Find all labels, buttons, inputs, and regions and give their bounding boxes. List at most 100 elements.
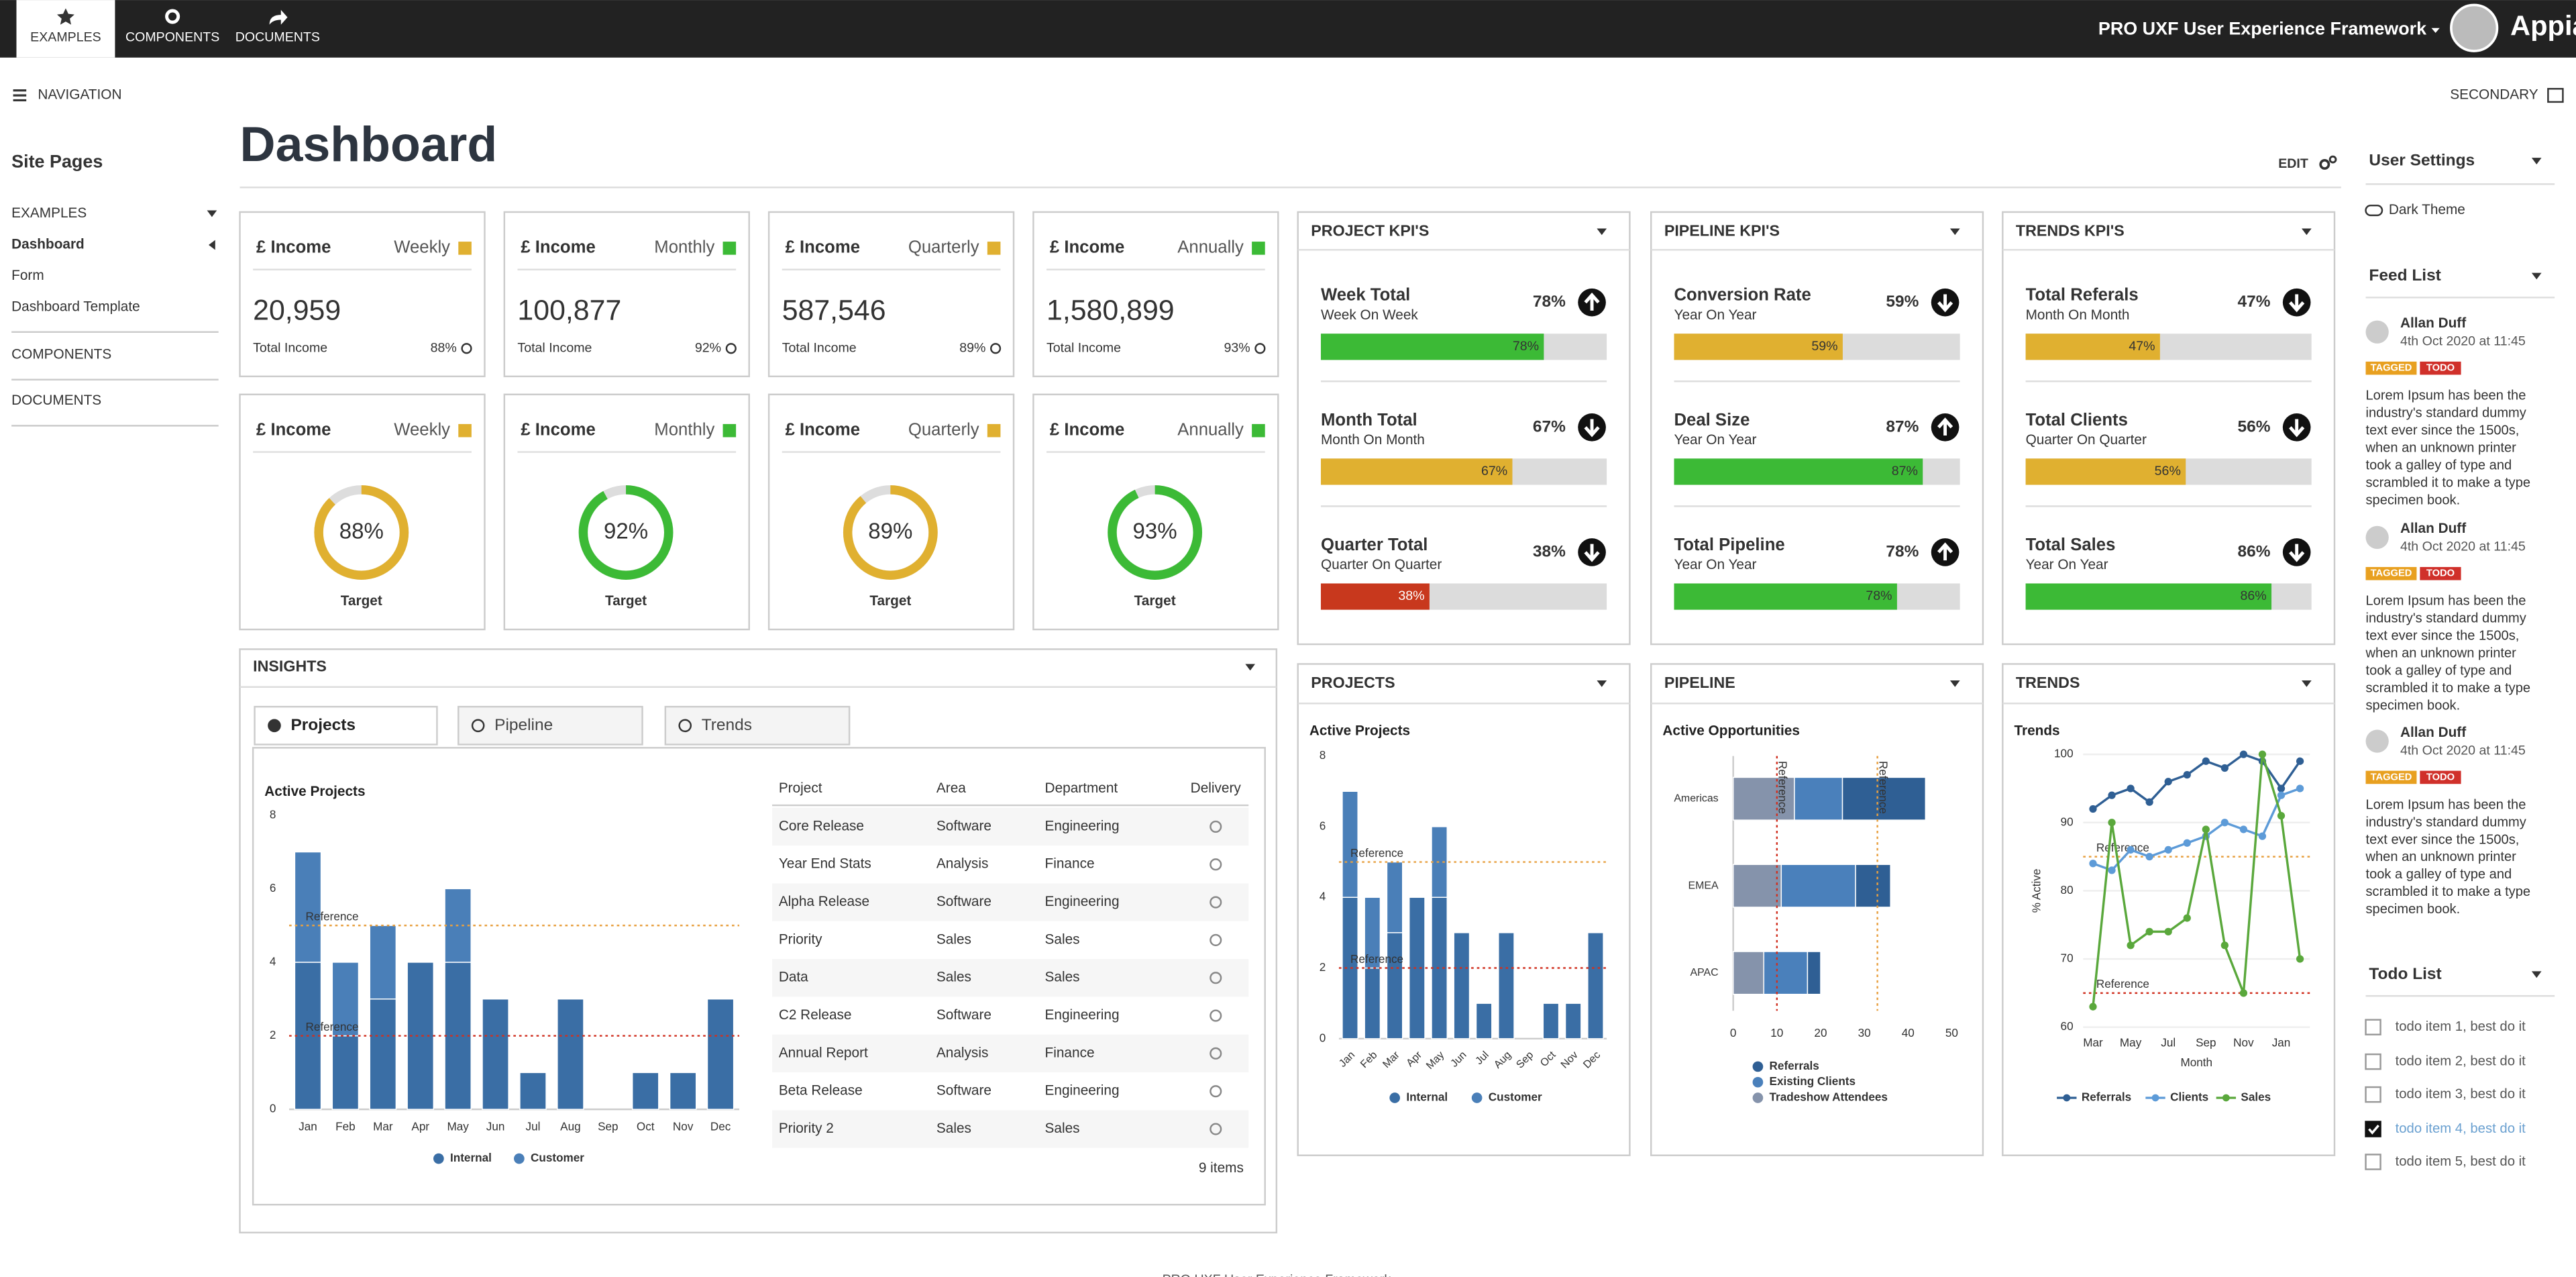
toggle-label[interactable]: Dark Theme [2389, 202, 2465, 217]
caret[interactable] [2531, 272, 2542, 280]
nav-item[interactable]: Dashboard [11, 236, 85, 252]
table-cell: Year End Stats [779, 856, 871, 872]
feed-author: Allan Duff [2400, 521, 2466, 536]
x-tick-label: Apr [411, 1120, 429, 1133]
navigation-toggle[interactable]: NAVIGATION [38, 87, 121, 103]
todo-item[interactable]: todo item 4, best do it [2396, 1121, 2526, 1136]
series-point [2089, 805, 2097, 813]
top-tab[interactable]: COMPONENTS [125, 30, 219, 45]
legend-swatch [1752, 1092, 1764, 1103]
bar [1587, 932, 1604, 1039]
toggle[interactable] [2365, 204, 2383, 217]
caret[interactable] [1245, 664, 1256, 671]
caret[interactable] [1949, 228, 1960, 236]
series-point [2296, 784, 2304, 793]
todo-item[interactable]: todo item 2, best do it [2396, 1054, 2526, 1068]
table-cell: Alpha Release [779, 894, 869, 909]
caret[interactable] [209, 240, 215, 250]
kpi-subtitle: Year On Year [2026, 557, 2108, 572]
chart-panel [2002, 663, 2336, 1156]
y-tick-label: 60 [2061, 1019, 2074, 1033]
trend-arrow [2289, 419, 2305, 438]
x-tick-label: Jul [2161, 1036, 2176, 1050]
secondary-toggle[interactable]: SECONDARY [2450, 87, 2538, 103]
y-tick-label: 8 [270, 807, 276, 821]
tile-period: Quarterly [908, 238, 979, 257]
caret[interactable] [207, 210, 217, 217]
feed-text: scrambled it to make a type [2366, 475, 2531, 490]
todo-item[interactable]: todo item 1, best do it [2396, 1019, 2526, 1034]
y-tick-label: 4 [1320, 890, 1326, 903]
tag [2420, 361, 2461, 375]
y-tick-label: 8 [1320, 748, 1326, 762]
bar [482, 999, 509, 1110]
insight-tab[interactable]: Projects [290, 716, 356, 734]
chart-panel [1650, 663, 1984, 1156]
tile-label: £ Income [786, 238, 860, 257]
checkbox[interactable] [2365, 1154, 2381, 1170]
tab-icon [268, 719, 281, 733]
kpi-bar [2025, 583, 2272, 610]
tile-label: £ Income [1050, 238, 1124, 257]
delivery-icon [1210, 933, 1222, 946]
caret[interactable] [1597, 228, 1607, 236]
kpi-name: Deal Size [1674, 411, 1750, 429]
todo-item[interactable]: todo item 5, best do it [2396, 1154, 2526, 1169]
nav-item[interactable]: COMPONENTS [11, 347, 111, 362]
table-cell: Software [936, 894, 991, 909]
caret[interactable] [2302, 228, 2312, 236]
bar [369, 925, 397, 1000]
todo-item[interactable]: todo item 3, best do it [2396, 1086, 2526, 1101]
avatar[interactable] [2450, 3, 2499, 52]
y-tick-label: EMEA [1688, 880, 1719, 891]
delivery-icon [1210, 858, 1222, 871]
tile-label: £ Income [1050, 421, 1124, 440]
app-title[interactable]: PRO UXF User Experience Framework [2098, 18, 2426, 38]
checkbox[interactable] [2365, 1086, 2381, 1103]
caret[interactable] [1949, 680, 1960, 687]
table-cell: Sales [936, 931, 971, 947]
x-tick-label: Mar [2083, 1036, 2103, 1050]
caret[interactable] [2531, 158, 2542, 164]
tile-percent: 92% [695, 340, 721, 355]
top-tab[interactable]: EXAMPLES [30, 30, 101, 45]
kpi-panel [2002, 211, 2336, 646]
x-tick-label: Jun [486, 1120, 505, 1133]
checkbox[interactable] [2365, 1121, 2381, 1137]
kpi-bar [1320, 334, 1544, 360]
kpi-percent: 56% [2238, 417, 2271, 436]
bar [1408, 897, 1426, 1039]
table-cell: Data [779, 970, 808, 985]
nav-item[interactable]: Form [11, 268, 44, 283]
footer: PRO UXF User Experience Framework [1163, 1272, 1391, 1277]
checkbox[interactable] [2365, 1053, 2381, 1070]
edit-button[interactable]: EDIT [2278, 156, 2308, 171]
delivery-icon [1210, 896, 1222, 909]
kpi-bar-label: 47% [2129, 339, 2155, 354]
tag-label: TAGGED [2371, 568, 2412, 579]
kpi-name: Month Total [1321, 411, 1417, 429]
nav-item[interactable]: EXAMPLES [11, 205, 87, 221]
insight-tab[interactable]: Pipeline [494, 716, 553, 734]
table-cell: Sales [1045, 970, 1080, 985]
kpi-name: Total Clients [2026, 411, 2128, 429]
nav-item[interactable]: Dashboard Template [11, 299, 140, 315]
caret[interactable] [2531, 971, 2542, 978]
tile-percent: 88% [431, 340, 457, 355]
kpi-name: Total Sales [2026, 535, 2116, 554]
kpi-bar-label: 78% [1866, 589, 1892, 603]
top-tab[interactable]: DOCUMENTS [235, 30, 320, 45]
checkbox[interactable] [2365, 1019, 2381, 1035]
legend-label: Referrals [1770, 1059, 1819, 1072]
gauge-footer: Target [341, 593, 382, 609]
status-square [1252, 423, 1265, 438]
series-point [2239, 750, 2248, 758]
nav-item[interactable]: DOCUMENTS [11, 393, 101, 408]
legend-label: Tradeshow Attendees [1770, 1090, 1888, 1104]
caret[interactable] [2302, 680, 2312, 687]
insight-tab[interactable]: Trends [702, 716, 752, 734]
caret[interactable] [1597, 680, 1607, 687]
gauge-label: 93% [1133, 519, 1177, 544]
table-cell: Analysis [936, 1045, 988, 1060]
series-point [2202, 757, 2210, 765]
